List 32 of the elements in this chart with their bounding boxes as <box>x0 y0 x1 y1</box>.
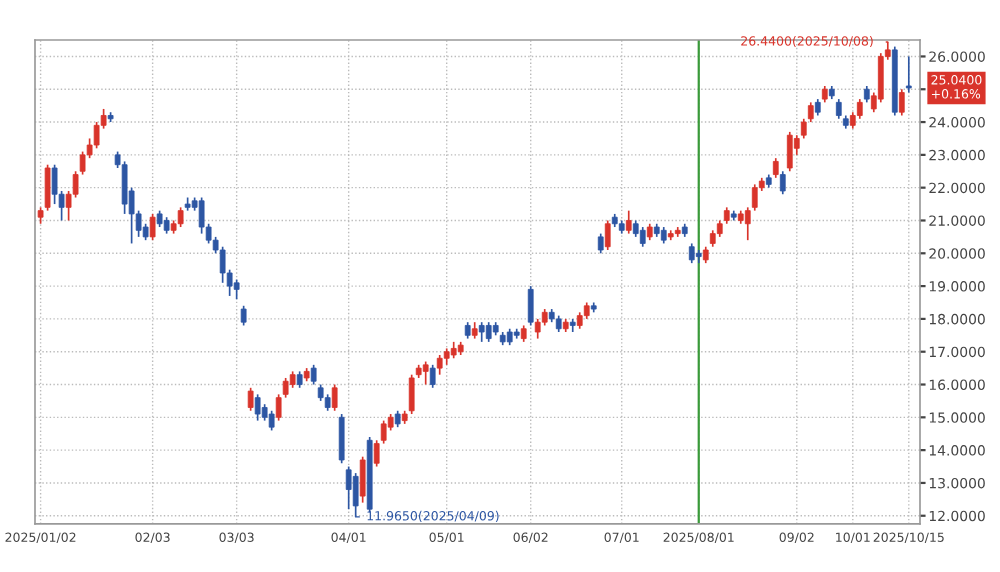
candlestick <box>310 364 317 386</box>
candlestick <box>268 409 275 432</box>
candlestick <box>625 209 632 235</box>
candlestick <box>597 232 604 255</box>
candlestick <box>429 364 436 389</box>
candlestick <box>345 465 352 511</box>
candlestick <box>338 413 345 465</box>
candlestick <box>352 472 359 518</box>
candlestick <box>331 383 338 412</box>
candlestick <box>198 196 205 235</box>
candlestick <box>408 373 415 415</box>
candlestick <box>44 163 51 212</box>
candlestick <box>422 360 429 386</box>
candlestick <box>898 88 905 117</box>
candlestick <box>688 242 695 264</box>
candlestick <box>485 321 492 343</box>
candlestick <box>478 321 485 343</box>
candlestick <box>779 170 786 196</box>
candlestick <box>639 226 646 248</box>
candlestick <box>604 219 611 251</box>
candlestick <box>436 354 443 376</box>
candlestick <box>359 455 366 504</box>
candlestick <box>786 131 793 173</box>
candlestick <box>240 304 247 327</box>
candlestick <box>177 206 184 228</box>
candlestick <box>233 278 240 301</box>
candlestick <box>772 157 779 179</box>
candlestick <box>149 213 156 242</box>
candlestick <box>254 393 261 422</box>
candlestick <box>905 55 912 94</box>
candlestick <box>247 386 254 412</box>
candlestick <box>527 285 534 327</box>
